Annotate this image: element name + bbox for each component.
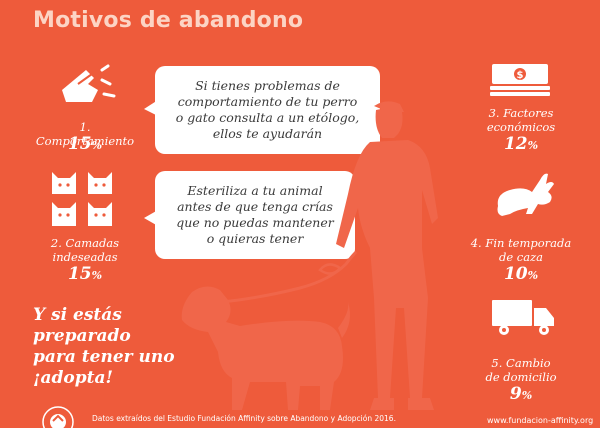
bubble-tail [144, 210, 158, 226]
torn-shoe-icon [62, 64, 116, 102]
page-title: Motivos de abandono [33, 8, 304, 33]
footer-source: Datos extraídos del Estudio Fundación Af… [92, 414, 396, 423]
money-stack-icon: $ [490, 64, 550, 96]
kittens-icon [52, 172, 112, 226]
reason-label-hunting: 4. Fin temporada de caza [470, 236, 572, 264]
advice-bubble-behaviour: Si tienes problemas de comportamiento de… [155, 66, 380, 154]
adopt-message: Y si estás preparado para tener uno ¡ado… [33, 305, 175, 388]
reason-label-economic: 3. Factores económicos [486, 106, 556, 134]
dog-silhouette-icon [181, 286, 350, 410]
reason-percent-behaviour: 15% [67, 134, 103, 154]
moving-truck-icon [492, 300, 554, 335]
man-silhouette-icon [336, 101, 438, 410]
advice-bubble-sterilize: Esteriliza a tu animal antes de que teng… [155, 171, 355, 259]
reason-percent-hunting: 10% [503, 264, 539, 284]
leash-icon [221, 250, 358, 304]
rabbit-icon [497, 173, 554, 216]
reason-percent-economic: 12% [503, 134, 539, 154]
reason-label-behaviour: 1. Comportamiento [35, 120, 135, 148]
reason-label-moving: 5. Cambio de domicilio [485, 356, 557, 384]
svg-text:$: $ [517, 70, 524, 81]
bubble-tail [144, 100, 158, 116]
reason-percent-moving: 9% [509, 384, 533, 404]
reason-percent-litters: 15% [67, 264, 103, 284]
footer-url[interactable]: www.fundacion-affinity.org [487, 416, 594, 425]
foundation-logo-icon [42, 406, 74, 428]
reason-label-litters: 2. Camadas indeseadas [50, 236, 120, 264]
